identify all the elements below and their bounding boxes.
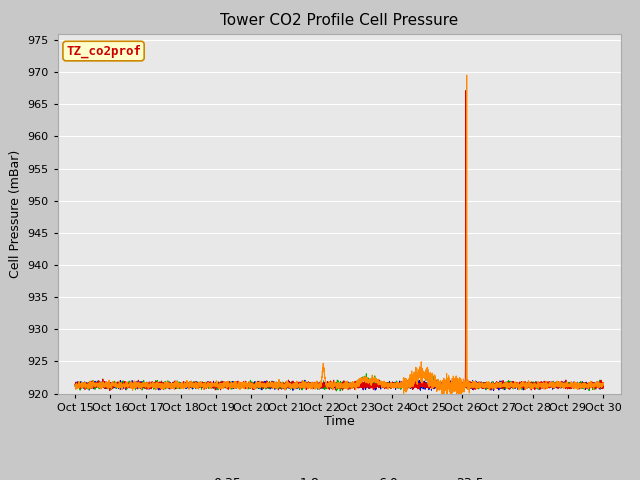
- Title: Tower CO2 Profile Cell Pressure: Tower CO2 Profile Cell Pressure: [220, 13, 458, 28]
- Y-axis label: Cell Pressure (mBar): Cell Pressure (mBar): [9, 149, 22, 278]
- Legend: 0.35m, 1.8m, 6.0m, 23.5m: 0.35m, 1.8m, 6.0m, 23.5m: [177, 472, 501, 480]
- Text: TZ_co2prof: TZ_co2prof: [66, 44, 141, 58]
- X-axis label: Time: Time: [324, 415, 355, 429]
